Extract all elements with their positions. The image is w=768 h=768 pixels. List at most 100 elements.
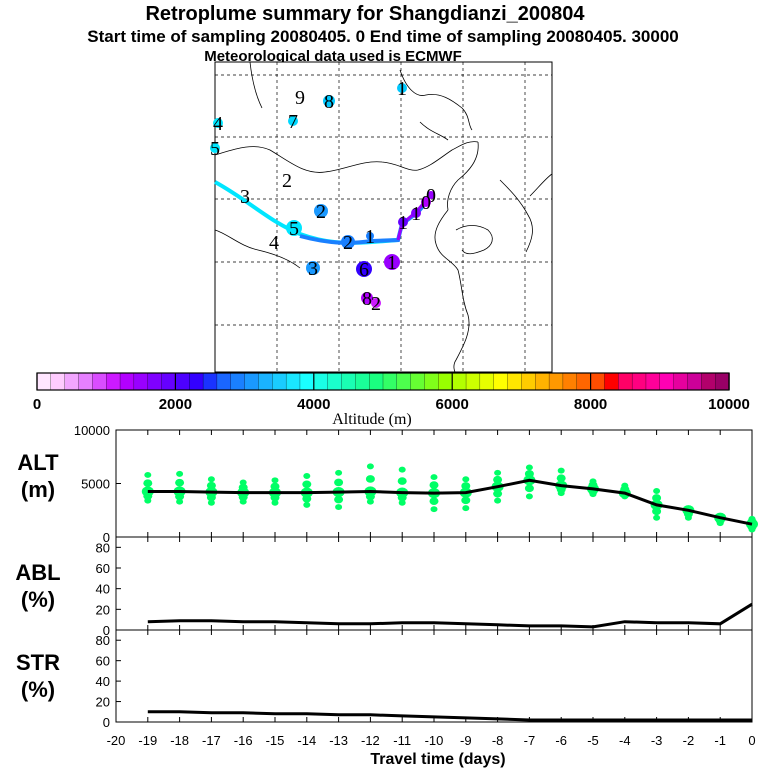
x-axis: -20 -19 -18 -17 -16 -15 -14 -13 -12 -11 -10 -9 -8 -7-… [107, 733, 756, 748]
colorbar-swatch [604, 372, 619, 391]
altitude-spread-point [461, 482, 471, 490]
trajectory-dot [371, 298, 381, 308]
trajectory-day-label: 1 [365, 226, 375, 248]
trajectory-dot [397, 83, 407, 93]
colorbar-swatch [50, 372, 66, 391]
altitude-spread-point [652, 494, 662, 502]
altitude-spread-point [303, 501, 311, 508]
colorbar-swatch [175, 372, 190, 391]
altitude-spread-point [334, 495, 344, 504]
altitude-spread-point [366, 498, 374, 505]
x-tick-label: -8 [492, 733, 504, 748]
x-tick-label: -11 [393, 733, 411, 748]
colorbar-swatch [369, 372, 384, 391]
altitude-spread-point [557, 490, 565, 497]
altitude-spread-point [684, 514, 692, 521]
trajectory-dot [314, 204, 328, 218]
altitude-spread-point [238, 493, 248, 501]
x-tick-label: -12 [361, 733, 380, 748]
altitude-spread-point [334, 478, 344, 487]
colorbar-swatch [631, 372, 647, 391]
altitude-spread-point [429, 481, 439, 489]
trajectory-day-label: 1 [411, 203, 421, 225]
altitude-spread-point [143, 479, 153, 488]
altitude-spread-point [556, 474, 566, 482]
chart-subtitle: Start time of sampling 20080405. 0 End t… [87, 27, 679, 46]
trajectory-day-label: 2 [316, 201, 326, 223]
colorbar-swatch [562, 372, 578, 391]
trajectory-day-label: 2 [282, 170, 292, 192]
colorbar-swatch [64, 372, 80, 391]
altitude-spread-point [525, 493, 533, 500]
y-tick-label: 40 [96, 582, 110, 597]
time-series-panels: 1000050000ALT(m)806040200ABL(%)806040200… [15, 423, 758, 730]
colorbar-swatch [92, 372, 107, 391]
trajectory-day-label: 4 [213, 113, 223, 135]
x-tick-label: -5 [587, 733, 599, 748]
altitude-spread-point [652, 507, 662, 516]
trajectory-dot [411, 208, 421, 218]
altitude-spread-point [144, 497, 152, 504]
x-tick-label: 0 [748, 733, 755, 748]
colorbar-swatch [36, 372, 52, 391]
colorbar-tick-label: 6000 [436, 396, 469, 413]
y-tick-label: 20 [96, 602, 110, 617]
x-tick-label: -9 [460, 733, 472, 748]
colorbar-swatch [313, 372, 329, 391]
panel-unit: (%) [21, 587, 55, 612]
trajectory-day-label: 6 [359, 259, 369, 281]
colorbar-tick-label: 0 [33, 396, 41, 413]
altitude-spread-point [557, 467, 565, 474]
colorbar-swatch [161, 372, 177, 391]
x-tick-label: -3 [651, 733, 663, 748]
trajectory-day-label: 2 [343, 232, 353, 254]
colorbar-swatch [147, 372, 163, 391]
altitude-spread-point [302, 494, 312, 503]
altitude-spread-point [207, 499, 215, 506]
y-tick-label: 0 [103, 530, 110, 545]
trajectory-day-label: 8 [362, 288, 372, 310]
altitude-spread-point [175, 492, 185, 501]
altitude-spread-point [653, 488, 661, 494]
altitude-spread-point [461, 496, 471, 505]
colorbar-swatch [438, 372, 453, 391]
altitude-spread-point [748, 526, 756, 533]
y-tick-label: 0 [103, 715, 110, 730]
trajectory-day-label: 1 [387, 252, 397, 274]
altitude-spread-point [494, 497, 502, 504]
colorbar-swatch [78, 372, 94, 391]
y-tick-label: 5000 [81, 477, 110, 492]
altitude-spread-point [207, 476, 215, 483]
colorbar-swatch [106, 372, 121, 391]
trajectory-dot [384, 254, 400, 270]
series-line-str [147, 710, 752, 722]
y-tick-label: 80 [96, 540, 110, 555]
colorbar-swatch [202, 372, 218, 391]
colorbar-tick-label: 8000 [574, 396, 607, 413]
colorbar-swatch [659, 372, 675, 391]
x-tick-label: -13 [329, 733, 348, 748]
y-tick-label: 80 [96, 633, 110, 648]
colorbar-swatch [382, 372, 398, 391]
trajectory-dot [286, 220, 302, 236]
colorbar-swatch [424, 372, 440, 391]
x-tick-label: -10 [425, 733, 444, 748]
colorbar-swatch [133, 372, 149, 391]
trajectory-day-label: 8 [324, 91, 334, 113]
altitude-spread-point [143, 492, 153, 500]
x-tick-label: -15 [266, 733, 285, 748]
altitude-spread-point [239, 479, 247, 486]
trajectory-dot [323, 95, 335, 107]
trajectory-dot [288, 116, 298, 126]
trajectory-dot [213, 118, 223, 128]
colorbar-tick-label: 4000 [297, 396, 330, 413]
panel-label: ALT [17, 450, 59, 475]
colorbar-swatch [687, 372, 702, 391]
colorbar-swatch [535, 372, 550, 391]
colorbar-swatch [396, 372, 412, 391]
panel-unit: (%) [21, 677, 55, 702]
map-gridlines [215, 62, 552, 372]
x-tick-label: -7 [524, 733, 536, 748]
